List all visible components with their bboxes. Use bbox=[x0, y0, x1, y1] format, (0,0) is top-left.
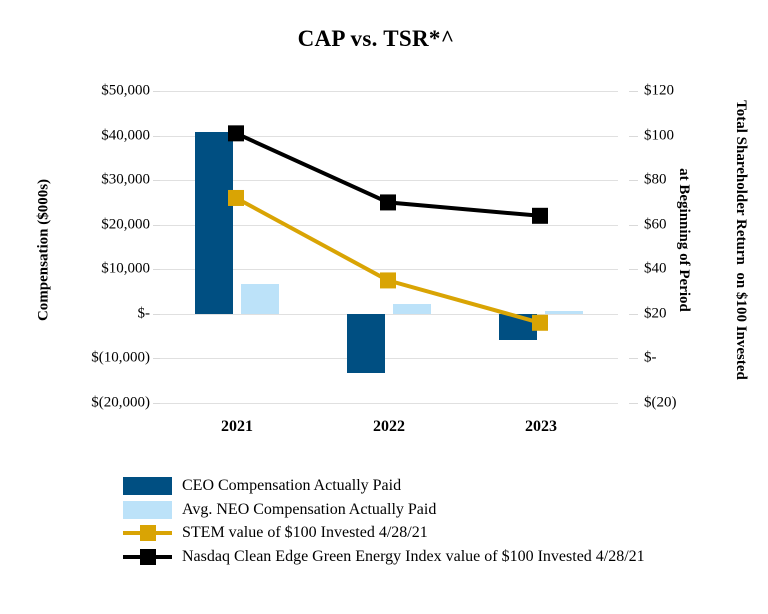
series-marker bbox=[532, 207, 548, 224]
legend-label: STEM value of $100 Invested 4/28/21 bbox=[182, 524, 428, 541]
left-axis-tick bbox=[153, 224, 160, 226]
right-axis-tick bbox=[629, 313, 638, 315]
right-axis-tick-label: $100 bbox=[644, 127, 674, 144]
gridline bbox=[160, 91, 618, 92]
legend-marker bbox=[139, 525, 156, 541]
legend-row: Nasdaq Clean Edge Green Energy Index val… bbox=[123, 548, 645, 566]
gridline bbox=[160, 313, 618, 315]
left-axis-tick-label: $40,000 bbox=[101, 127, 150, 144]
legend-swatch-line bbox=[123, 524, 172, 542]
left-axis-tick-label: $(10,000) bbox=[91, 349, 150, 366]
left-axis-tick bbox=[153, 403, 160, 404]
left-axis-tick-label: $20,000 bbox=[101, 216, 150, 233]
right-axis-tick bbox=[629, 135, 638, 137]
ceo-bar-2022 bbox=[347, 313, 385, 374]
left-axis-tick bbox=[153, 358, 160, 360]
right-axis-tick-label: $120 bbox=[644, 82, 674, 99]
left-axis-tick bbox=[153, 180, 160, 182]
left-axis-tick bbox=[153, 135, 160, 137]
ceo-bar-2021 bbox=[195, 132, 233, 314]
series-marker bbox=[380, 194, 396, 211]
legend-swatch-bar bbox=[123, 477, 172, 495]
legend-row: Avg. NEO Compensation Actually Paid bbox=[123, 500, 437, 519]
neo-bar-2021 bbox=[241, 283, 279, 314]
neo-bar-2023 bbox=[545, 310, 583, 314]
right-axis-title-line2: at Beginning of Period bbox=[676, 168, 692, 312]
right-axis-tick bbox=[629, 403, 638, 404]
left-axis-tick bbox=[153, 313, 160, 315]
right-axis-tick bbox=[629, 91, 638, 92]
right-axis-tick bbox=[629, 180, 638, 182]
right-axis-tick-label: $60 bbox=[644, 216, 667, 233]
legend-swatch-line bbox=[123, 548, 172, 566]
right-axis-tick bbox=[629, 224, 638, 226]
left-axis-tick-label: $10,000 bbox=[101, 260, 150, 277]
chart-title: CAP vs. TSR*^ bbox=[297, 26, 455, 51]
right-axis-tick-label: $40 bbox=[644, 260, 667, 277]
series-line bbox=[235, 196, 541, 325]
legend-row: CEO Compensation Actually Paid bbox=[123, 477, 401, 495]
legend-row: STEM value of $100 Invested 4/28/21 bbox=[123, 524, 428, 542]
right-axis-tick-label: $- bbox=[644, 349, 657, 366]
gridline bbox=[160, 358, 618, 360]
gridline bbox=[160, 403, 618, 404]
left-axis-tick-label: $- bbox=[137, 305, 151, 322]
right-axis-tick-label: $20 bbox=[644, 305, 667, 322]
legend-marker bbox=[139, 548, 156, 565]
legend-label: Nasdaq Clean Edge Green Energy Index val… bbox=[182, 547, 645, 565]
series-marker bbox=[380, 272, 396, 289]
x-axis-label: 2023 bbox=[525, 418, 557, 435]
left-axis-tick bbox=[153, 269, 160, 271]
x-axis-label: 2022 bbox=[373, 418, 405, 435]
series-line bbox=[235, 131, 541, 218]
legend-label: CEO Compensation Actually Paid bbox=[182, 477, 402, 494]
left-axis-title: Compensation ($000s) bbox=[35, 178, 52, 322]
neo-bar-2022 bbox=[393, 303, 431, 314]
left-axis-tick-label: $30,000 bbox=[101, 171, 150, 188]
legend-swatch-bar bbox=[123, 500, 172, 519]
right-axis-tick-label: $(20) bbox=[644, 394, 677, 411]
left-axis-tick bbox=[153, 91, 160, 92]
legend-label: Avg. NEO Compensation Actually Paid bbox=[182, 500, 437, 518]
left-axis-tick-label: $50,000 bbox=[101, 82, 150, 99]
ceo-bar-2023 bbox=[499, 313, 537, 341]
left-axis-tick-label: $(20,000) bbox=[91, 394, 150, 411]
right-axis-title-line1: Total Shareholder Return on $100 Investe… bbox=[733, 100, 749, 380]
right-axis-tick bbox=[629, 269, 638, 271]
right-axis-tick bbox=[629, 358, 638, 360]
right-axis-tick-label: $80 bbox=[644, 171, 667, 188]
x-axis-label: 2021 bbox=[221, 418, 253, 435]
